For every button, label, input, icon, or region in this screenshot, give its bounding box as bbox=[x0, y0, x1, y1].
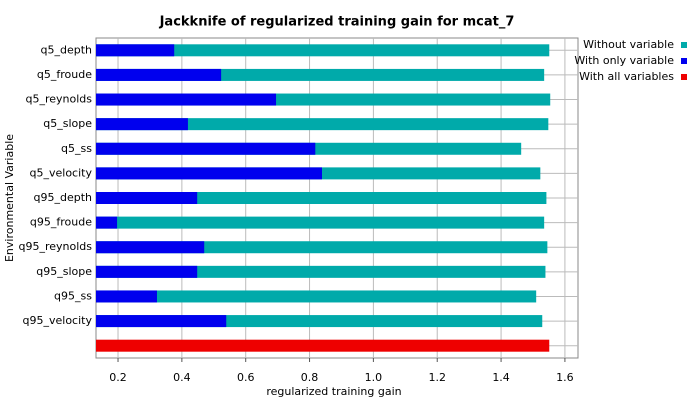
bar bbox=[96, 216, 545, 229]
bar bbox=[96, 44, 550, 57]
y-tick-label: q5_reynolds bbox=[25, 93, 92, 106]
legend-swatch bbox=[681, 42, 687, 48]
bar bbox=[96, 265, 198, 278]
x-tick-label: 1.0 bbox=[365, 371, 383, 384]
x-tick-label: 1.2 bbox=[428, 371, 446, 384]
x-tick-label: 0.2 bbox=[109, 371, 127, 384]
bar bbox=[96, 167, 322, 180]
legend-label: Without variable bbox=[583, 38, 674, 51]
bar bbox=[96, 44, 175, 57]
x-tick-label: 0.8 bbox=[301, 371, 319, 384]
y-tick-label: q95_slope bbox=[36, 265, 92, 278]
bar bbox=[96, 290, 537, 303]
bar bbox=[96, 339, 550, 352]
y-tick-label: q95_reynolds bbox=[18, 240, 92, 253]
x-axis-label: regularized training gain bbox=[266, 385, 401, 398]
y-tick-label: q95_ss bbox=[54, 289, 92, 302]
bar bbox=[96, 192, 547, 204]
bar bbox=[96, 118, 188, 131]
y-tick-label: q95_depth bbox=[34, 191, 93, 204]
bar bbox=[96, 241, 548, 254]
y-axis-label: Environmental Variable bbox=[3, 134, 16, 262]
y-tick-label: q5_ss bbox=[61, 142, 92, 155]
x-tick-label: 0.6 bbox=[237, 371, 255, 384]
chart-title: Jackknife of regularized training gain f… bbox=[159, 15, 515, 30]
bar bbox=[96, 241, 205, 254]
y-tick-label: q95_froude bbox=[30, 216, 92, 229]
bar bbox=[96, 118, 549, 131]
y-tick-label: q5_depth bbox=[41, 43, 93, 56]
legend-label: With only variable bbox=[574, 54, 674, 67]
bar bbox=[96, 192, 198, 204]
y-tick-label: q5_froude bbox=[37, 68, 92, 81]
legend-swatch bbox=[681, 58, 687, 64]
x-tick-label: 1.4 bbox=[492, 371, 510, 384]
bar bbox=[96, 68, 222, 81]
x-tick-label: 1.6 bbox=[556, 371, 574, 384]
bar bbox=[96, 93, 277, 106]
bar bbox=[96, 142, 316, 155]
y-tick-label: q5_slope bbox=[43, 117, 92, 130]
legend-swatch bbox=[681, 74, 687, 80]
bar bbox=[96, 265, 546, 278]
legend-label: With all variables bbox=[579, 70, 674, 83]
bar bbox=[96, 290, 157, 303]
bar bbox=[96, 315, 227, 328]
y-tick-label: q95_velocity bbox=[23, 314, 93, 327]
x-tick-label: 0.4 bbox=[173, 371, 191, 384]
y-tick-label: q5_velocity bbox=[30, 166, 93, 179]
bar bbox=[96, 216, 118, 229]
